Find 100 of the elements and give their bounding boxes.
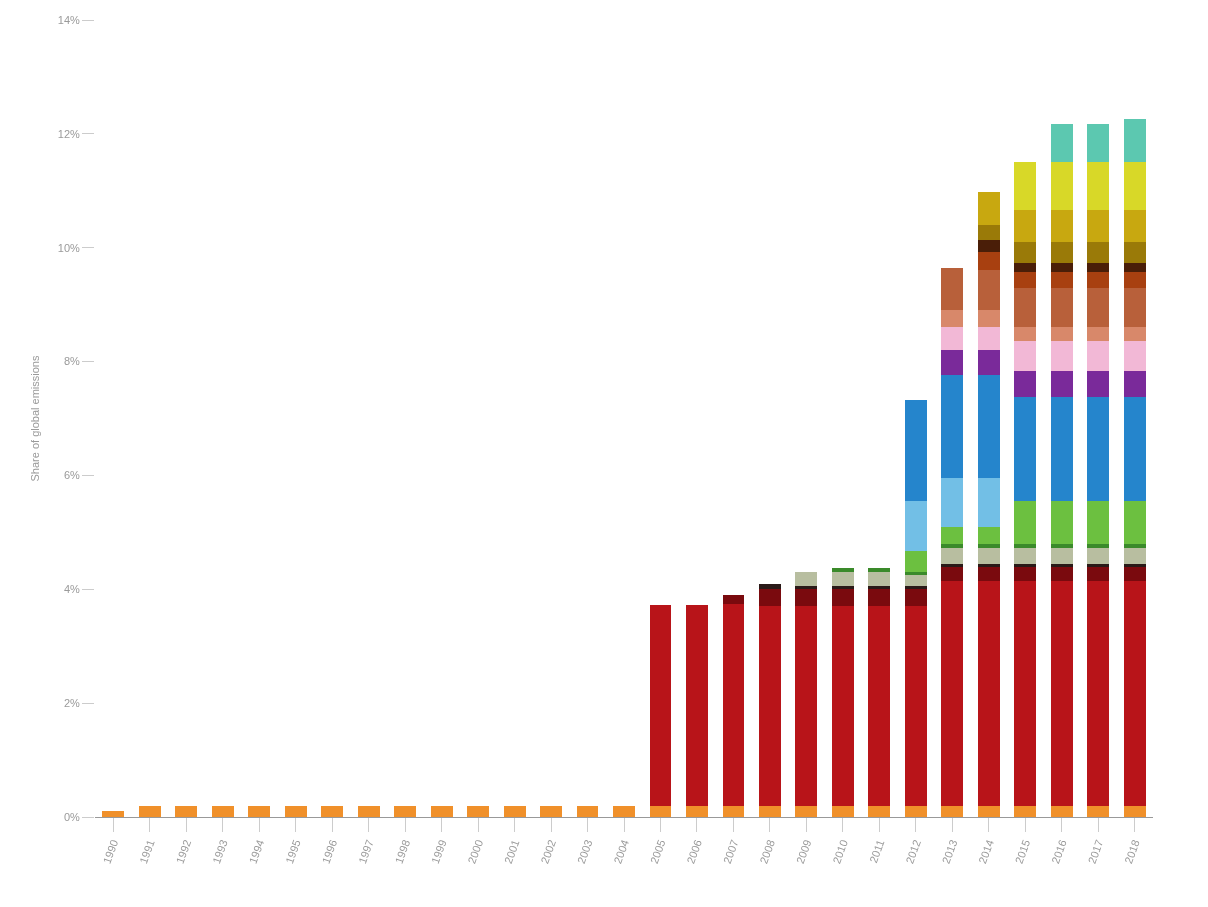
bar [977,270,1000,311]
bar [977,805,1000,817]
bar [904,572,927,576]
bar [831,589,854,607]
bar [904,501,927,552]
x-tick-label: 1990 [100,838,121,866]
bar [357,805,380,817]
bar [1087,501,1110,544]
y-tick-label: 4% [63,583,81,596]
bar [1050,287,1073,328]
bar [138,805,161,817]
y-tick-label: 10% [57,241,80,254]
bar [831,586,854,590]
bar [1050,210,1073,243]
bar [941,566,964,581]
x-tick-label: 2000 [465,838,486,866]
bar [175,805,198,817]
bar [1014,287,1037,328]
bar [795,805,818,817]
bar [1014,397,1037,502]
bar [1087,287,1110,328]
bar [977,350,1000,375]
x-tick-label: 2011 [867,838,887,865]
bar [1050,805,1073,817]
x-tick-label: 2004 [611,838,632,866]
bar [1087,242,1110,263]
bar [977,563,1000,567]
bar [613,805,635,817]
bar [1050,262,1073,273]
bar [1087,805,1110,817]
bar [722,594,745,604]
x-tick-label: 1997 [356,838,376,866]
bar [430,805,453,817]
y-tick-label: 12% [57,127,80,140]
bar [941,580,964,806]
bar [1123,548,1146,564]
bar [102,811,125,817]
bar [503,805,526,817]
x-tick-label: 2007 [720,838,741,866]
bar [977,526,1000,544]
bar [1014,162,1037,211]
bar [1087,123,1110,163]
bar [904,399,927,502]
bar [941,327,964,351]
bar [904,551,927,573]
bar [1014,563,1037,567]
bar [941,350,964,375]
bar [977,374,1000,479]
x-tick-label: 2014 [976,838,996,866]
bar [1050,327,1073,341]
bar [1123,262,1146,273]
x-tick-label: 2010 [830,838,850,866]
y-tick-label: 0% [63,810,81,823]
bar [1123,397,1146,502]
bar [977,566,1000,581]
bar [1123,566,1146,581]
x-tick-label: 2005 [647,838,668,866]
bar [1087,162,1110,211]
bar [904,589,927,607]
bar [1014,580,1037,806]
bar [467,805,490,817]
x-tick-label: 1995 [283,838,303,866]
x-tick-label: 2008 [757,838,777,866]
x-tick-label: 2012 [903,838,923,866]
x-tick-label: 2016 [1049,838,1069,866]
y-tick-label: 8% [63,355,81,368]
bar [1050,501,1073,544]
x-tick-label: 1998 [392,838,413,866]
bar [977,548,1000,564]
x-tick-label: 2006 [684,838,705,866]
bar [977,310,1000,328]
bar [1050,397,1073,502]
y-tick-label: 2% [63,696,81,709]
x-tick-label: 2017 [1085,838,1106,866]
bar [904,586,927,590]
bar [1014,262,1037,273]
x-tick-label: 2009 [793,838,814,866]
bar [868,586,891,590]
bar [1050,548,1073,564]
x-tick-label: 2002 [538,838,559,866]
bar [1123,370,1146,398]
bar [977,478,1000,527]
bar [904,805,927,817]
bar [1050,162,1073,211]
bar [1014,805,1037,817]
bar [795,572,818,587]
bar [977,252,1000,271]
x-tick-label: 2001 [501,838,522,866]
x-tick-label: 1996 [319,838,340,866]
bar [1014,548,1037,564]
bar [795,586,818,590]
bar [1014,242,1037,263]
bar [795,606,818,806]
bar [686,805,708,817]
bar [977,224,1000,241]
bar [868,572,891,587]
bar [1123,119,1146,163]
bar [941,548,964,564]
bar [1050,123,1073,163]
bar [977,191,1000,225]
